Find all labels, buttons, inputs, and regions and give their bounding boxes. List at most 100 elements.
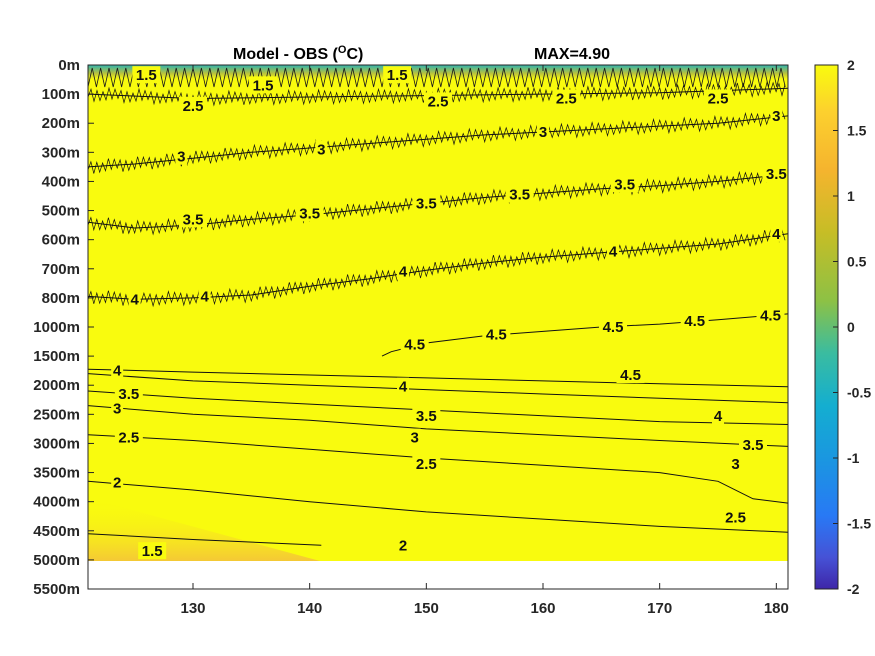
y-tick-label: 100m <box>42 86 80 103</box>
y-tick-label: 2500m <box>33 406 80 423</box>
y-tick-label: 5000m <box>33 552 80 569</box>
contour-label-bg <box>770 224 783 242</box>
contour-wiggle <box>88 108 786 174</box>
title: Model - OBS (OC) MAX=4.90 <box>233 44 610 63</box>
contour-label-bg <box>111 473 124 491</box>
contour-label-bg <box>552 89 581 107</box>
title-main: Model - OBS ( <box>233 46 339 63</box>
contour-label-bg <box>607 242 619 260</box>
contour-label-bg <box>132 66 161 84</box>
contour-label: 4 <box>399 264 408 281</box>
y-tick-label: 1000m <box>33 319 80 336</box>
contour-label: 3 <box>177 149 185 166</box>
contour-label-bg <box>717 559 730 561</box>
contour-label: 4 <box>609 243 618 260</box>
contour-label: 3 <box>410 430 418 447</box>
svg-text:Model - OBS (OC): Model - OBS (OC) <box>233 44 363 63</box>
contour-label-bg <box>400 335 429 353</box>
contour-label-bg <box>315 140 328 158</box>
contour-label-bg <box>610 175 639 193</box>
contour-label: 4.5 <box>486 326 507 343</box>
contour-label-bg <box>599 318 627 335</box>
colorbar-tick-label: -2 <box>847 581 860 597</box>
contour-label: 2.5 <box>725 510 746 527</box>
contour-label: 4 <box>714 408 723 425</box>
contour-label-bg <box>295 204 324 222</box>
contour-label-bg <box>756 306 785 324</box>
y-tick-label: 200m <box>42 115 80 132</box>
contour-label-bg <box>739 435 767 453</box>
contour-label-bg <box>397 536 409 554</box>
contour-label-bg <box>770 106 783 124</box>
contour-label-bg <box>729 454 742 472</box>
colorbar-tick-label: -0.5 <box>847 385 871 401</box>
contour-label: 1.5 <box>253 77 274 94</box>
contour-label: 4.5 <box>404 336 425 353</box>
contour-label: 4.5 <box>603 319 624 336</box>
contour-line-4 <box>88 233 788 300</box>
surface-zigzag <box>88 67 786 88</box>
contour-label: 2.5 <box>183 98 204 115</box>
contour-label: 1.5 <box>142 543 163 560</box>
y-tick-label: 600m <box>42 232 80 249</box>
contour-label: 4 <box>113 363 122 380</box>
x-tick-label: 180 <box>764 600 789 617</box>
contour-label: 1.5 <box>136 67 157 84</box>
contour-label: 3.5 <box>183 211 204 228</box>
x-axis: 130 140 150 160 170 180 <box>180 65 789 617</box>
max-label: MAX=4.90 <box>534 46 610 63</box>
contour-label-bg <box>383 66 412 84</box>
contour-label-bg <box>412 194 441 212</box>
contour-label-bg <box>482 325 511 343</box>
x-tick-label: 130 <box>180 600 205 617</box>
contour-label: 4 <box>200 288 209 305</box>
x-tick-label: 150 <box>414 600 439 617</box>
title-unit-tail: C) <box>346 46 363 63</box>
contour-label-bg <box>397 262 409 280</box>
contour-label-bg <box>249 76 277 94</box>
y-tick-label: 0m <box>58 57 80 74</box>
contour-label-bg <box>408 428 421 446</box>
contour-label-bg <box>537 122 549 140</box>
contour-label-bg <box>412 406 441 424</box>
contour-label: 4.5 <box>620 367 641 384</box>
contour-label-bg <box>175 147 188 165</box>
contour-label: 3.5 <box>299 205 320 222</box>
contour-label: 2.5 <box>708 90 729 107</box>
contour-label: 3 <box>731 456 739 473</box>
contour-label: 3 <box>772 108 780 125</box>
contour-label-bg <box>111 399 124 417</box>
y-tick-label: 300m <box>42 144 80 161</box>
contour-line-3 <box>88 405 788 447</box>
contour-label-bg <box>616 366 645 384</box>
contour-label-bg <box>114 384 143 402</box>
contour-label-bg <box>111 361 124 379</box>
x-tick-label: 140 <box>297 600 322 617</box>
colorbar-tick-label: 0 <box>847 319 855 335</box>
y-tick-label: 1500m <box>33 348 80 365</box>
colorbar-tick-label: 1.5 <box>847 123 867 139</box>
contour-label-bg <box>424 92 452 110</box>
contour-label: 2.5 <box>416 456 437 473</box>
contour-label: 3.5 <box>614 176 635 193</box>
contour-label: 2 <box>113 475 121 492</box>
contour-label: 3.5 <box>118 386 139 403</box>
contour-label: 2.5 <box>118 430 139 447</box>
contour-label: 3.5 <box>509 187 530 204</box>
contour-label: 4 <box>399 379 408 396</box>
contour-label: 2.5 <box>428 93 449 110</box>
contour-label-bg <box>138 542 167 560</box>
contour-label: 4 <box>772 226 781 243</box>
contour-label: 3.5 <box>743 437 764 454</box>
colorbar: 2 1.5 1 0.5 0 -0.5 -1 -1.5 -2 <box>814 57 871 597</box>
contour-line-2 <box>88 480 788 533</box>
y-tick-label: 500m <box>42 203 80 220</box>
contour-label: 3 <box>113 401 121 418</box>
y-tick-label: 700m <box>42 261 80 278</box>
contour-label: 4 <box>130 291 139 308</box>
colorbar-tick-label: -1.5 <box>847 516 871 532</box>
x-tick-label: 160 <box>530 600 555 617</box>
